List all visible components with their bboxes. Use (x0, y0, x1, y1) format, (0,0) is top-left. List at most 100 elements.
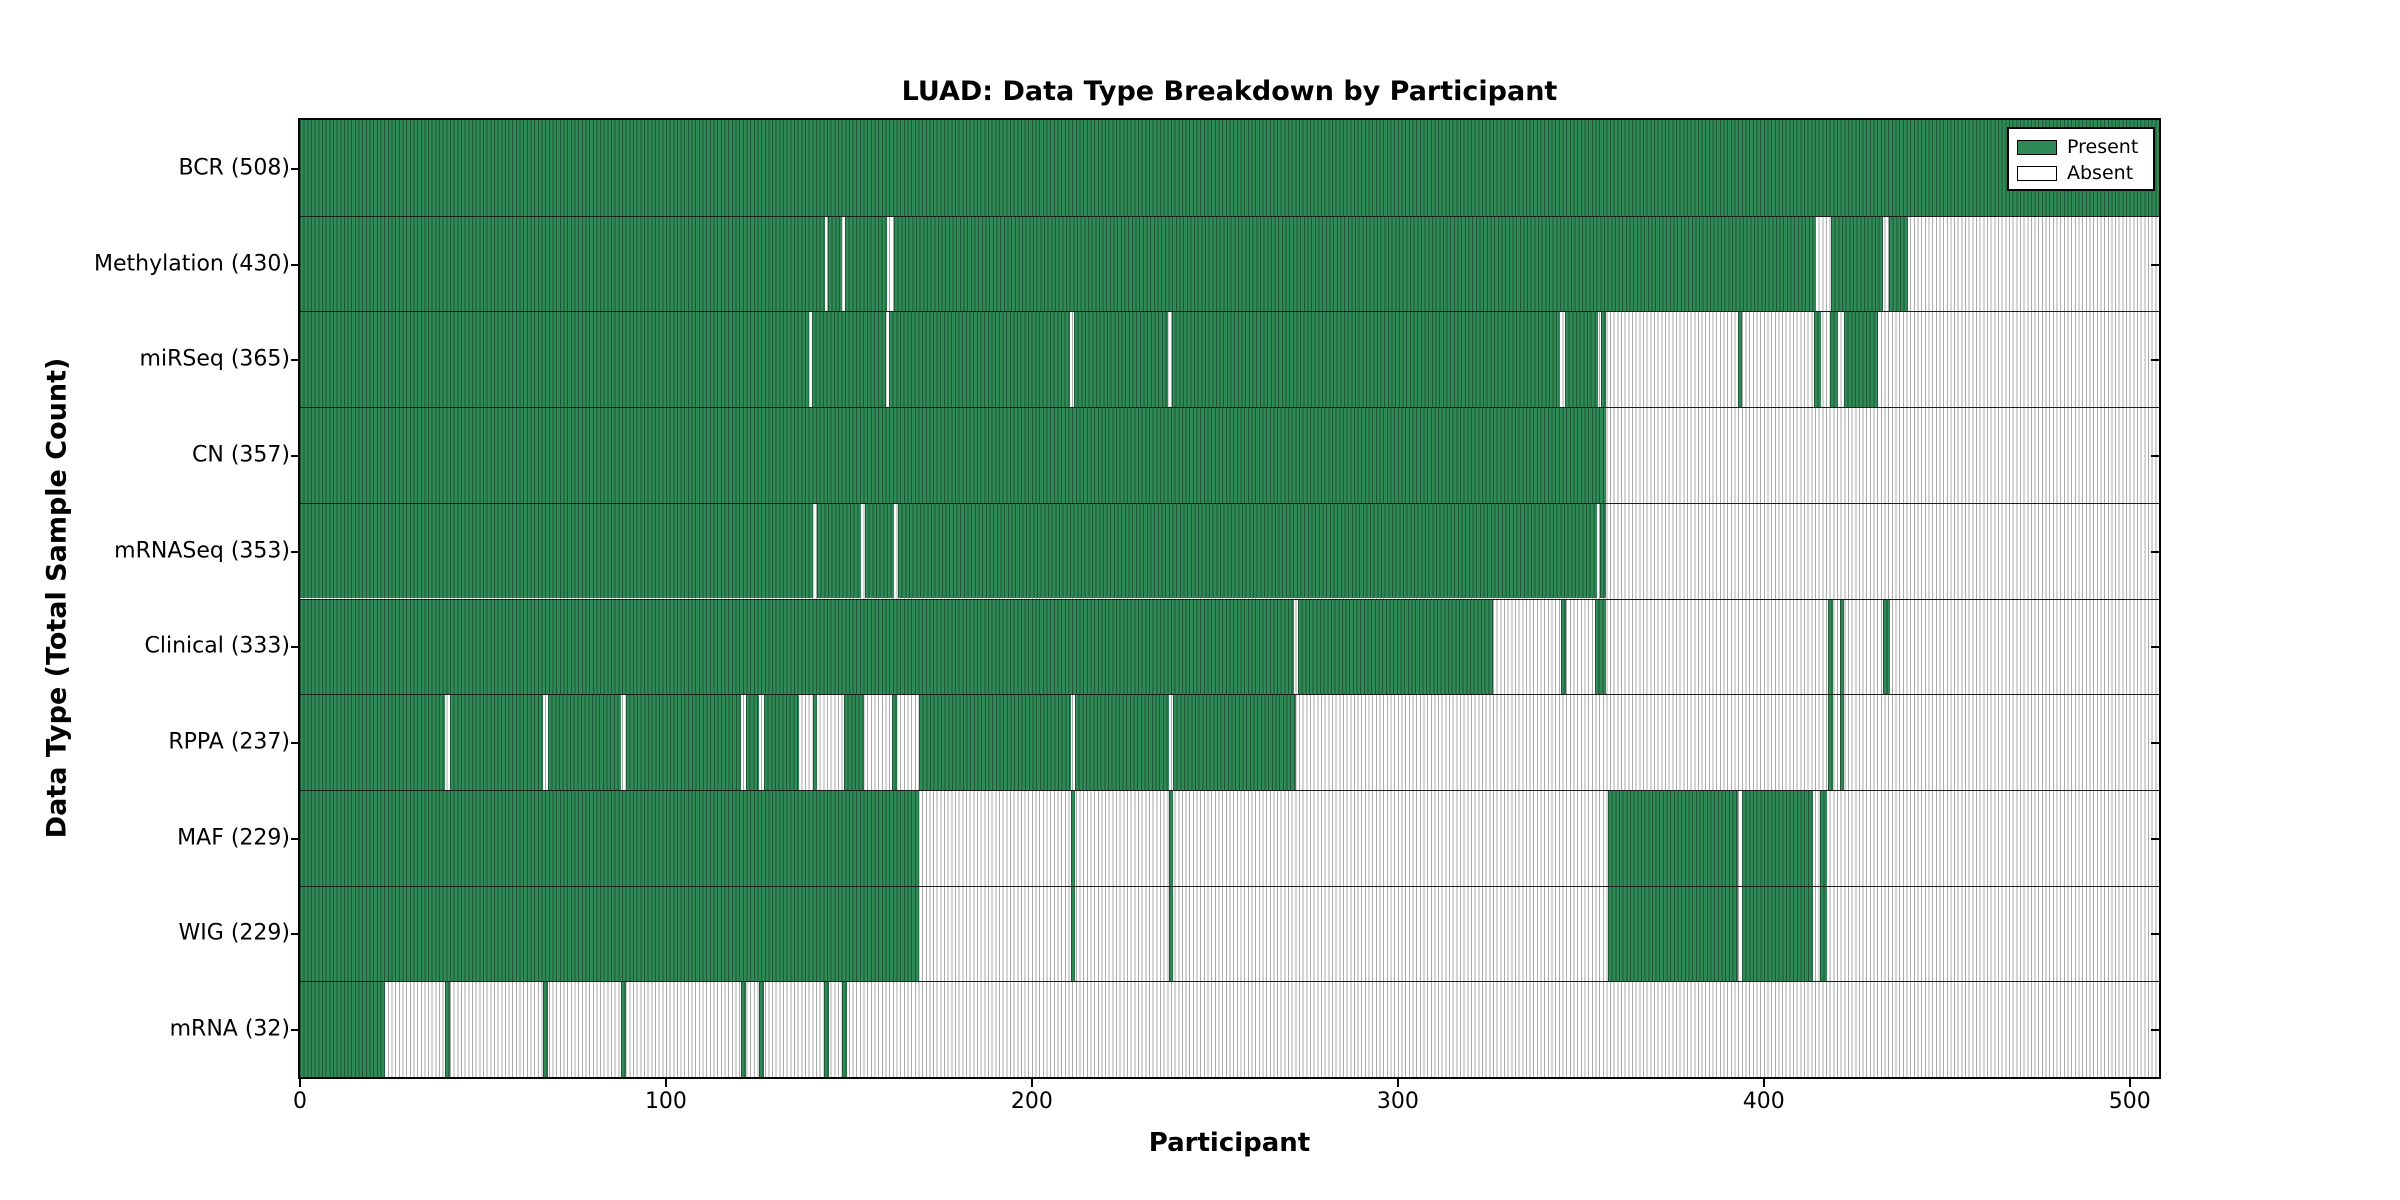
present-segment (444, 981, 451, 1077)
y-tick-mark-right (2151, 550, 2159, 553)
present-segment (812, 311, 886, 408)
present-segment (1173, 694, 1296, 790)
legend: Present Absent (2007, 127, 2155, 191)
y-tick-mark-right (2151, 646, 2159, 649)
y-tick-mark (291, 359, 299, 362)
y-tick-mark (291, 933, 299, 936)
present-segment (1595, 598, 1607, 695)
row-divider (300, 598, 2159, 600)
present-segment (1168, 885, 1174, 982)
y-tick-mark-right (2151, 742, 2159, 745)
row-miRSeq (300, 311, 2159, 408)
y-tick-mark (291, 263, 299, 266)
present-segment (1172, 311, 1560, 408)
row-Methylation (300, 215, 2159, 312)
present-segment (1889, 215, 1908, 312)
y-tick-mark-right (2151, 1029, 2159, 1032)
x-tick-mark (299, 1079, 301, 1087)
present-segment (842, 981, 848, 1077)
x-tick-label-300: 300 (1376, 1089, 1419, 1114)
y-tick-mark-right (2151, 837, 2159, 840)
present-segment (1828, 598, 1834, 695)
y-tick-label-WIG: WIG (229) (178, 920, 290, 946)
x-tick-mark (1396, 1079, 1399, 1087)
present-segment (1070, 789, 1076, 886)
present-segment (746, 694, 759, 790)
x-tick-mark (1762, 1079, 1765, 1087)
y-tick-label-CN: CN (357) (192, 442, 290, 468)
row-divider (300, 311, 2159, 313)
y-tick-mark-right (2151, 359, 2159, 362)
row-divider (300, 789, 2159, 791)
present-segment (764, 694, 799, 790)
present-segment (300, 598, 1294, 695)
y-tick-label-RPPA: RPPA (237) (168, 729, 290, 755)
y-tick-mark (291, 167, 299, 170)
present-segment (300, 311, 809, 408)
row-mRNA (300, 981, 2159, 1077)
present-segment (828, 215, 842, 312)
present-segment (1843, 311, 1878, 408)
present-segment (741, 981, 747, 1077)
y-tick-label-mRNASeq: mRNASeq (353) (114, 538, 290, 564)
present-segment (300, 407, 1607, 503)
present-segment (450, 694, 543, 790)
present-segment (300, 215, 825, 312)
present-segment (1073, 311, 1168, 408)
row-mRNASeq (300, 502, 2159, 599)
present-segment (1839, 694, 1844, 790)
y-tick-mark-right (2151, 263, 2159, 266)
y-tick-mark (291, 550, 299, 553)
row-BCR (300, 120, 2159, 216)
y-tick-mark (291, 742, 299, 745)
present-segment (1737, 311, 1742, 408)
y-tick-mark (291, 1029, 299, 1032)
y-tick-label-BCR: BCR (508) (178, 155, 290, 181)
present-segment (1839, 598, 1844, 695)
row-divider (300, 215, 2159, 217)
present-segment (812, 694, 818, 790)
present-segment (1168, 789, 1174, 886)
present-segment (1565, 311, 1598, 408)
present-segment (844, 694, 865, 790)
row-Clinical (300, 598, 2159, 695)
present-segment (918, 694, 1071, 790)
present-segment (1828, 694, 1834, 790)
present-segment (548, 694, 622, 790)
present-segment (1070, 885, 1076, 982)
present-segment (865, 502, 894, 599)
y-tick-mark (291, 837, 299, 840)
present-segment (542, 981, 549, 1077)
present-segment (1741, 789, 1813, 886)
legend-entry-present: Present (2017, 138, 2138, 157)
row-divider (300, 885, 2159, 887)
present-swatch-icon (2017, 139, 2057, 155)
x-tick-mark (1030, 1079, 1033, 1087)
present-segment (1607, 885, 1738, 982)
present-segment (824, 981, 830, 1077)
row-WIG (300, 885, 2159, 982)
y-tick-label-Methylation: Methylation (430) (94, 251, 290, 277)
x-tick-label-400: 400 (1742, 1089, 1785, 1114)
row-RPPA (300, 694, 2159, 790)
present-segment (300, 789, 919, 886)
y-axis-label: Data Type (Total Sample Count) (41, 357, 73, 839)
chart-title: LUAD: Data Type Breakdown by Participant (901, 76, 1558, 107)
x-tick-label-500: 500 (2108, 1089, 2151, 1114)
present-segment (300, 694, 445, 790)
x-tick-label-0: 0 (293, 1089, 307, 1114)
x-tick-mark (664, 1079, 667, 1087)
present-segment (1883, 598, 1891, 695)
plot-area (298, 118, 2161, 1079)
present-segment (621, 981, 626, 1077)
row-divider (300, 694, 2159, 696)
present-segment (1820, 789, 1828, 886)
present-segment (1830, 215, 1883, 312)
present-segment (889, 311, 1070, 408)
absent-swatch-icon (2017, 165, 2057, 181)
present-segment (891, 694, 898, 790)
row-CN (300, 407, 2159, 503)
y-tick-label-MAF: MAF (229) (177, 825, 290, 851)
present-segment (1298, 598, 1494, 695)
